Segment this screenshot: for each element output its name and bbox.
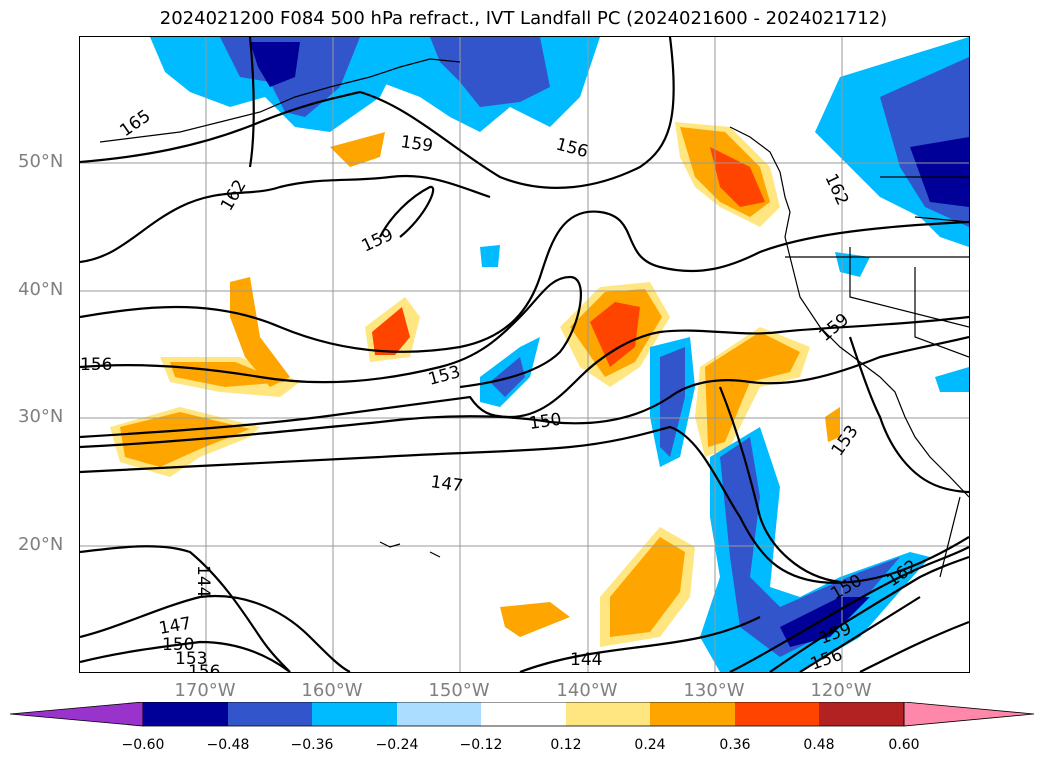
contour-label: 159 [399, 132, 434, 156]
colorbar-tick: −0.12 [459, 737, 503, 753]
neg-field-small-b [835, 252, 870, 277]
colorbar-segment [735, 702, 819, 726]
colorbar-tick: −0.48 [206, 737, 250, 753]
colorbar-segment [228, 702, 312, 726]
colorbar-extend-high [903, 702, 1035, 727]
map-title: 2024021200 F084 500 hPa refract., IVT La… [159, 8, 888, 29]
pos-field-west-pacific-c [230, 277, 290, 387]
colorbar [10, 702, 1035, 727]
neg-field-mid-vertical-core [660, 347, 685, 457]
neg-field-small-a [480, 245, 500, 267]
contour-label: 153 [175, 649, 207, 669]
pos-field-southwest [500, 602, 570, 637]
coastlines [99, 58, 969, 578]
colorbar-segment [397, 702, 481, 726]
contour-label: 150 [528, 410, 563, 434]
neg-field-north-pacific-deep [250, 42, 300, 87]
pos-field-south-core [610, 537, 685, 637]
lat-label-30n: 30°N [18, 406, 64, 427]
contour-label: 156 [554, 135, 591, 163]
colorbar-segment [566, 702, 650, 726]
contour-label: 162 [217, 176, 251, 214]
colorbar-outline [142, 702, 905, 727]
colorbar-tick: −0.36 [290, 737, 334, 753]
colorbar-tick: 0.12 [550, 737, 582, 753]
lon-label-120w: 120°W [810, 680, 872, 701]
contour-label: 147 [429, 472, 464, 496]
lon-label-130w: 130°W [683, 680, 745, 701]
contour-label: 153 [426, 362, 463, 390]
pos-field-central-core [590, 302, 640, 367]
lon-label-140w: 140°W [556, 680, 618, 701]
lon-label-150w: 150°W [428, 680, 490, 701]
lat-label-20n: 20°N [18, 534, 64, 555]
lat-label-50n: 50°N [18, 151, 64, 172]
pos-field-small-a [330, 132, 385, 167]
neg-field-small-c [935, 367, 969, 392]
neg-field-northeast-deep [910, 137, 969, 207]
contour-label: 156 [188, 662, 220, 672]
colorbar-segment [650, 702, 735, 726]
colorbar-tick: −0.24 [375, 737, 419, 753]
map-panel: 165 159 156 162 159 162 156 153 150 147 … [79, 36, 970, 673]
pos-field-small-b [825, 407, 840, 442]
contour-label: 159 [815, 310, 853, 346]
colorbar-segment [819, 702, 904, 726]
colorbar-segment [312, 702, 397, 726]
colorbar-tick: 0.24 [634, 737, 666, 753]
colorbar-tick: 0.60 [888, 737, 920, 753]
colorbar-extend-low [10, 702, 144, 727]
lat-label-40n: 40°N [18, 279, 64, 300]
colorbar-tick: 0.48 [803, 737, 835, 753]
contour-label: 159 [359, 225, 397, 257]
contour-label: 144 [193, 565, 213, 597]
contour-label: 144 [570, 650, 602, 670]
colorbar-tick: −0.60 [121, 737, 165, 753]
pos-field-nw-coast-core [710, 147, 765, 207]
height-contours [80, 37, 969, 672]
lon-label-170w: 170°W [174, 680, 236, 701]
colorbar-segment [143, 702, 228, 726]
contour-label: 156 [80, 355, 112, 375]
lon-label-160w: 160°W [301, 680, 363, 701]
colorbar-tick: 0.36 [719, 737, 751, 753]
pos-field-155w-core [372, 307, 410, 355]
neg-field-southeast-band-deep [780, 597, 870, 647]
colorbar-segment [481, 702, 566, 726]
contour-label: 150 [162, 635, 194, 655]
map-svg: 165 159 156 162 159 162 156 153 150 147 … [80, 37, 969, 672]
contour-label: 162 [820, 171, 852, 209]
shaded-fields [110, 37, 969, 672]
